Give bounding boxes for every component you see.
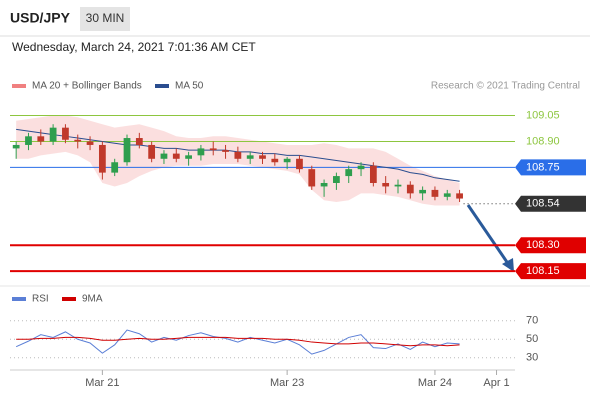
candle-body	[86, 141, 94, 145]
interval-badge[interactable]	[80, 7, 130, 31]
candle-body	[345, 169, 353, 177]
projection-arrow	[466, 204, 511, 266]
candle-body	[111, 162, 119, 173]
candle-body	[259, 155, 266, 159]
arrow-head	[502, 258, 514, 272]
candle-body	[431, 189, 439, 197]
candle-body	[74, 139, 82, 142]
level-box	[515, 263, 586, 280]
legend-label: MA 50	[175, 81, 204, 92]
credit: Research © 2021 Trading Central	[431, 81, 580, 92]
symbol: USD/JPY	[10, 10, 71, 26]
candle-body	[197, 148, 205, 156]
candle-body	[271, 158, 279, 163]
candle-body	[234, 151, 242, 159]
x-tick-label: Mar 23	[270, 377, 304, 389]
candle-body	[98, 144, 106, 173]
legend-label: RSI	[32, 294, 49, 305]
y-tick-label: 70	[526, 315, 538, 327]
timestamp: Wednesday, March 24, 2021 7:01:36 AM CET	[12, 40, 256, 54]
candle-body	[357, 165, 365, 170]
level-box	[515, 237, 586, 254]
candle-body	[49, 127, 57, 142]
candle-body	[12, 144, 20, 149]
candle-body	[37, 136, 45, 142]
rsi-line	[15, 329, 460, 355]
x-tick-label: Apr 1	[483, 377, 509, 389]
candle-body	[394, 184, 402, 187]
candle-body	[406, 184, 414, 194]
x-tick-label: Mar 21	[85, 377, 119, 389]
level-box	[515, 159, 586, 176]
candle-body	[369, 165, 377, 183]
level-label: 109.05	[526, 109, 560, 121]
legend-swatch	[12, 297, 26, 301]
level-label: 108.75	[526, 161, 560, 173]
candle-body	[25, 136, 32, 145]
level-label: 108.90	[526, 135, 560, 147]
candle-body	[135, 138, 143, 145]
legend-label: 9MA	[82, 294, 103, 305]
legend-swatch	[62, 297, 76, 301]
level-box	[515, 195, 586, 212]
candle-body	[456, 193, 463, 199]
candle-body	[62, 127, 69, 140]
candle-body	[419, 189, 427, 194]
legend-swatch	[155, 84, 169, 88]
legend-label: MA 20 + Bollinger Bands	[32, 81, 142, 92]
interval[interactable]: 30 MIN	[86, 11, 125, 25]
y-tick-label: 30	[526, 352, 538, 364]
y-tick-label: 50	[526, 333, 538, 345]
candle-body	[185, 155, 192, 159]
candle-body	[320, 182, 328, 187]
rsi-line	[16, 336, 460, 347]
candle-body	[123, 138, 131, 163]
candle-body	[382, 182, 390, 187]
candle-body	[443, 193, 451, 197]
candle-body	[333, 176, 340, 183]
candle-body	[296, 158, 303, 170]
candle-body	[148, 144, 156, 159]
level-label: 108.15	[526, 265, 560, 277]
x-tick-label: Mar 24	[418, 377, 452, 389]
candle-body	[283, 158, 291, 163]
candle-body	[222, 150, 229, 152]
legend-swatch	[12, 84, 26, 88]
level-label: 108.30	[526, 239, 560, 251]
candle-body	[172, 153, 180, 159]
level-label: 108.54	[526, 198, 560, 210]
candle-body	[160, 153, 168, 159]
candle-body	[246, 155, 254, 159]
candle-body	[209, 148, 217, 151]
candle-body	[308, 169, 316, 187]
